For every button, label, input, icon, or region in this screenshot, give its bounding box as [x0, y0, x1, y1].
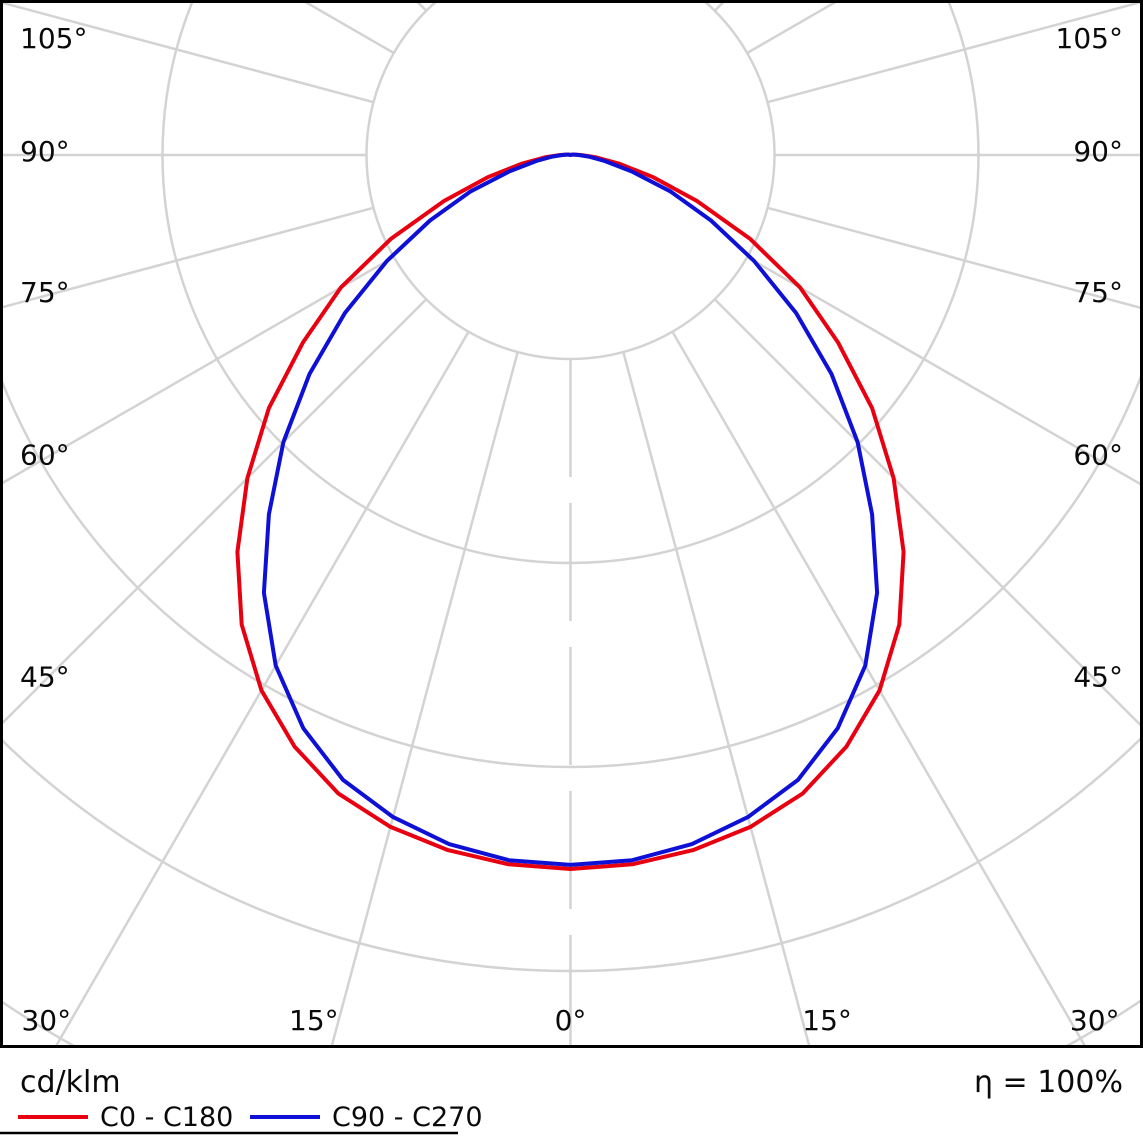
grid-spoke-255 — [0, 0, 374, 104]
grid-spoke-105 — [767, 0, 1143, 104]
angle-label-bottom-minus15: 15° — [289, 1004, 339, 1037]
angle-labels: 105° 90° 75° 60° 45° 105° 90° 75° 60° 45° 30° 15° 0°… — [20, 22, 1123, 1037]
grid-spoke-75 — [767, 206, 1143, 310]
angle-label-left-45: 45° — [20, 661, 70, 694]
curve-c90-c270 — [261, 152, 880, 867]
angle-label-right-75: 75° — [1073, 276, 1123, 309]
angle-label-right-90: 90° — [1073, 135, 1123, 168]
legend-label-c90-c270: C90 - C270 — [332, 1102, 483, 1133]
angle-label-right-60: 60° — [1073, 438, 1123, 471]
plot-frame — [0, 0, 1143, 1048]
grid-spoke-15 — [622, 351, 812, 1048]
angle-label-left-75: 75° — [20, 276, 70, 309]
angle-label-right-45: 45° — [1073, 661, 1123, 694]
angle-label-bottom-30: 30° — [1070, 1004, 1120, 1037]
angle-label-bottom-minus30: 30° — [21, 1004, 71, 1037]
grid-spoke-60 — [746, 255, 1143, 487]
angle-label-left-90: 90° — [20, 135, 70, 168]
intensity-curves — [235, 152, 906, 871]
angle-label-right-105: 105° — [1056, 22, 1123, 55]
angle-label-bottom-0: 0° — [555, 1004, 587, 1037]
legend: cd/klm η = 100% C0 - C180 C90 - C270 — [0, 1065, 1123, 1135]
grid-spoke-285 — [0, 206, 374, 310]
efficiency-label: η = 100% — [974, 1065, 1123, 1100]
curve-c0-c180 — [235, 152, 906, 871]
unit-label: cd/klm — [20, 1065, 121, 1100]
angle-label-bottom-15: 15° — [802, 1004, 852, 1037]
grid-spoke-330 — [53, 331, 470, 1048]
grid-ring-300 — [0, 367, 1143, 769]
grid-spoke-300 — [0, 255, 395, 486]
angle-label-left-105: 105° — [20, 22, 87, 55]
legend-label-c0-c180: C0 - C180 — [100, 1102, 233, 1133]
grid-spoke-30 — [671, 331, 1088, 1048]
grid-spoke-345 — [329, 351, 519, 1048]
angle-label-left-60: 60° — [20, 438, 70, 471]
